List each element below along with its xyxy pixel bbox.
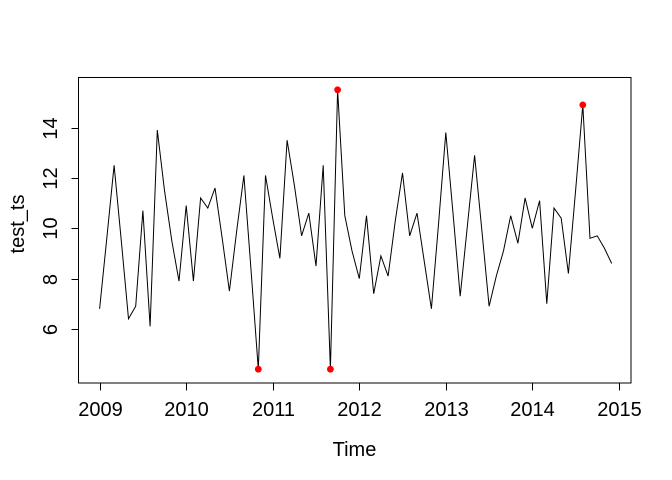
x-tick-label: 2009 [78, 399, 123, 421]
plot-frame [78, 77, 632, 384]
y-axis-title: test_ts [7, 195, 29, 254]
outlier-point [334, 86, 341, 94]
outlier-markers [254, 86, 587, 373]
x-tick-label: 2010 [164, 399, 209, 421]
x-tick-label: 2013 [424, 399, 469, 421]
y-tick-label: 12 [40, 167, 62, 189]
outlier-point [579, 101, 587, 109]
x-tick-label: 2014 [510, 399, 555, 421]
x-tick-label: 2011 [252, 399, 295, 421]
y-tick-label: 8 [40, 274, 62, 285]
x-tick-label: 2012 [337, 399, 382, 421]
y-axis-ticks: 6 8 10 12 14 [40, 117, 79, 335]
x-tick-label: 2015 [597, 399, 642, 421]
x-axis-title: Time [333, 439, 377, 461]
y-tick-label: 14 [40, 117, 62, 139]
outlier-point [254, 365, 262, 373]
y-tick-label: 6 [40, 324, 62, 335]
x-axis-ticks: 2009 2010 2011 2012 2013 2014 2015 [78, 383, 642, 421]
series-line [99, 89, 613, 370]
y-tick-label: 10 [40, 217, 62, 239]
outlier-point [327, 365, 334, 373]
